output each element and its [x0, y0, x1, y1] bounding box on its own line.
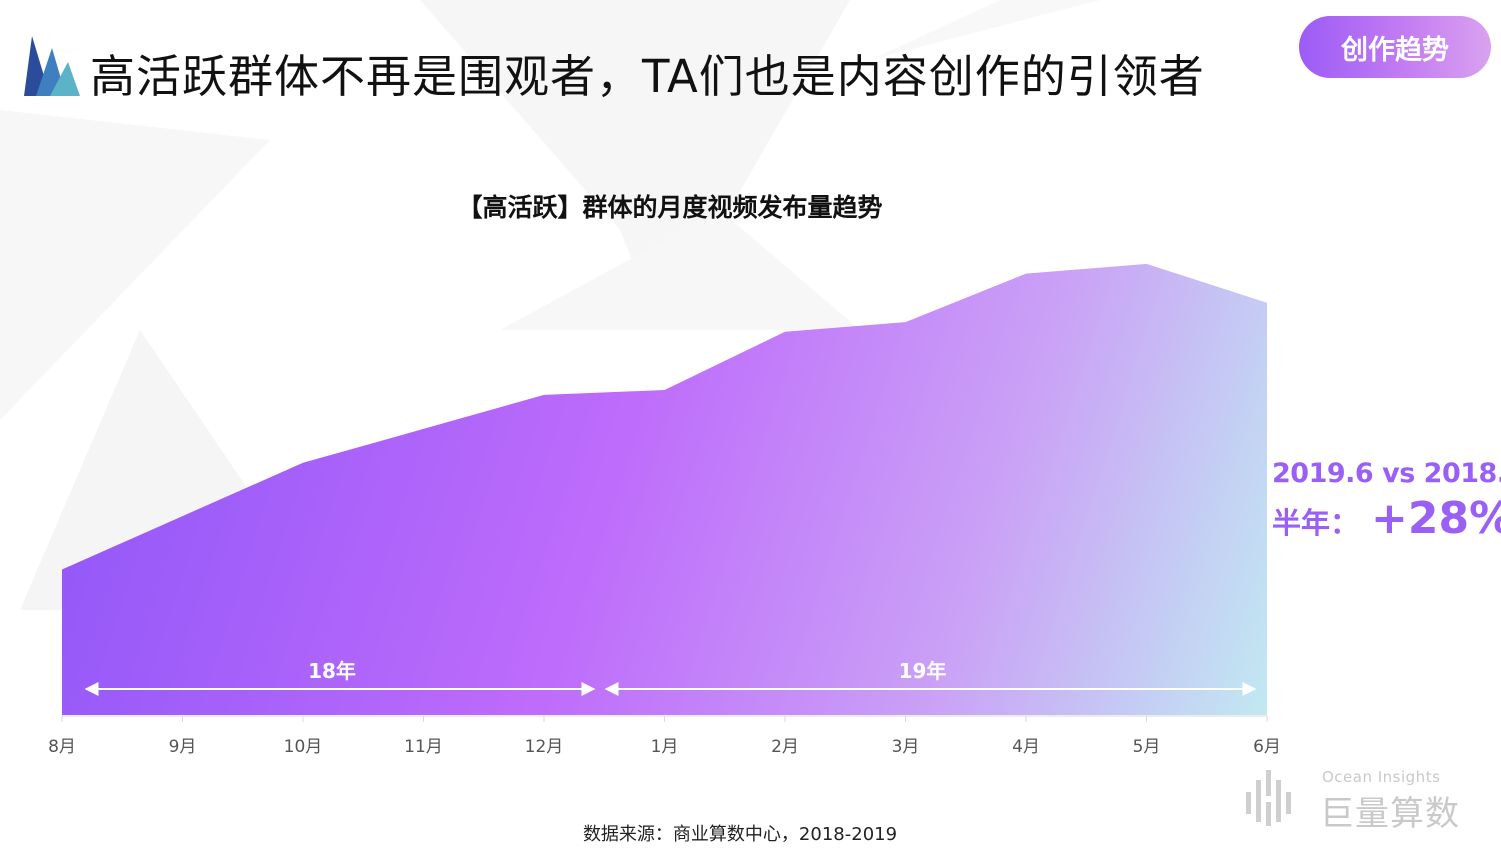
chart-title: 【高活跃】群体的月度视频发布量趋势: [457, 193, 883, 222]
x-tick-label: 2月: [771, 737, 799, 757]
report-logo-icon: [24, 36, 80, 96]
video-volume-area: [62, 263, 1267, 715]
period-label: 半年：: [1272, 506, 1360, 540]
x-tick-label: 12月: [525, 737, 564, 757]
growth-value: +28%: [1371, 493, 1501, 544]
ocean-insights-logo-icon: [1246, 770, 1291, 826]
section-tag-badge: 创作趋势: [1299, 16, 1491, 78]
x-tick-label: 5月: [1133, 737, 1161, 757]
growth-callout: 2019.6 vs 2018.12 半年： +28%: [1272, 458, 1501, 544]
period-label: 19年: [899, 659, 947, 683]
comparison-label: 2019.6 vs 2018.12: [1272, 458, 1501, 489]
x-tick-label: 11月: [404, 737, 443, 757]
x-tick-label: 10月: [284, 737, 323, 757]
page-title: 高活跃群体不再是围观者，TA们也是内容创作的引领者: [90, 50, 1205, 103]
data-source-note: 数据来源：商业算数中心，2018-2019: [582, 824, 898, 845]
x-tick-label: 8月: [48, 737, 76, 757]
period-label: 18年: [308, 659, 356, 683]
brand-chinese: 巨量算数: [1320, 794, 1460, 834]
x-tick-label: 1月: [651, 737, 679, 757]
x-tick-label: 3月: [892, 737, 920, 757]
x-tick-label: 9月: [169, 737, 197, 757]
x-tick-label: 6月: [1253, 737, 1281, 757]
brand-english: Ocean Insights: [1322, 768, 1441, 786]
x-tick-label: 4月: [1012, 737, 1040, 757]
